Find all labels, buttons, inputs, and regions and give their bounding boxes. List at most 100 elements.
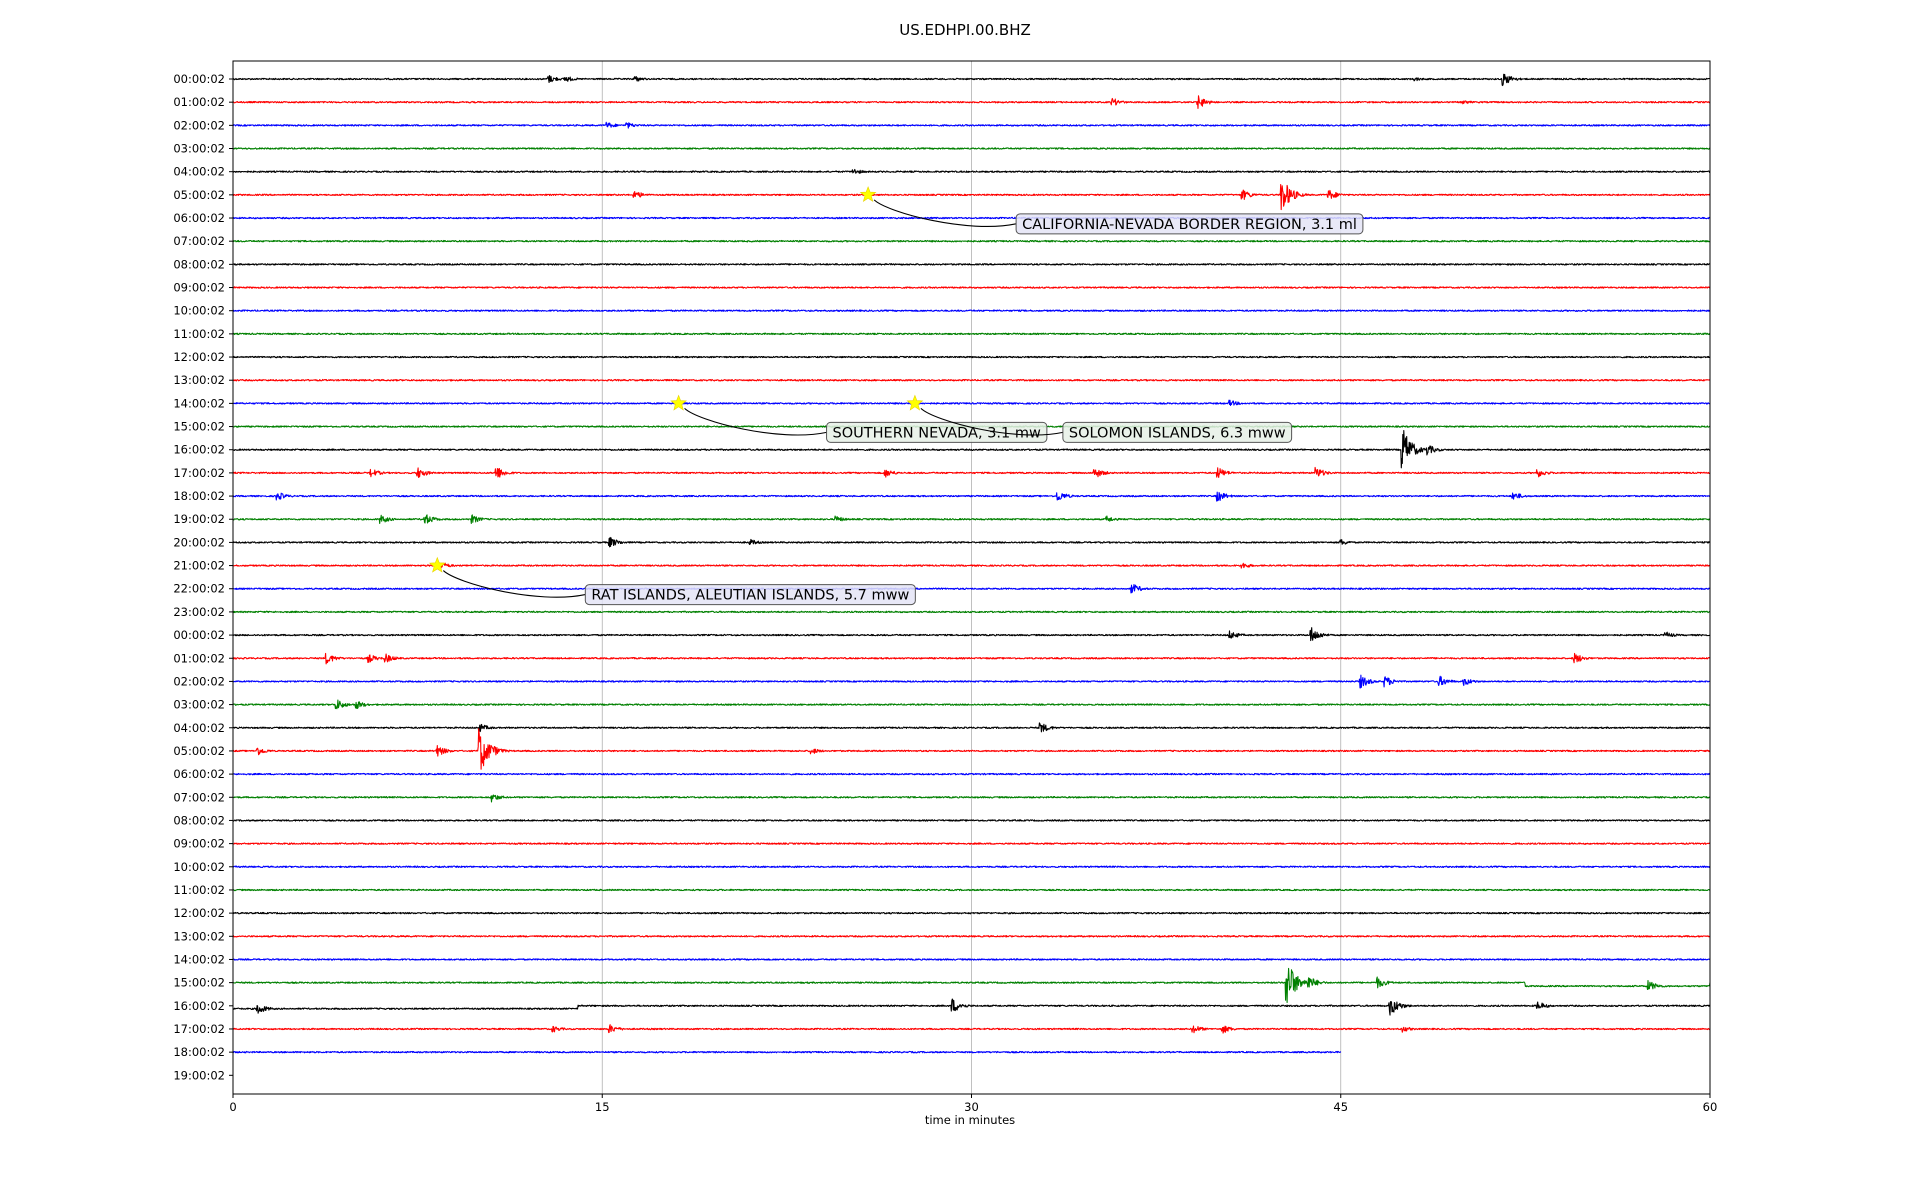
y-tick-label: 16:00:02 [173, 443, 225, 457]
y-tick-label: 12:00:02 [173, 350, 225, 364]
trace-row-36 [232, 911, 1711, 915]
y-tick-label: 18:00:02 [173, 489, 225, 503]
y-tick-label: 17:00:02 [173, 466, 225, 480]
y-tick-label: 14:00:02 [173, 952, 225, 966]
y-tick-label: 16:00:02 [173, 999, 225, 1013]
y-tick-label: 02:00:02 [173, 118, 225, 132]
trace-row-22 [232, 583, 1711, 594]
trace-row-24 [232, 627, 1711, 642]
event-connector [442, 570, 586, 598]
y-tick-label: 03:00:02 [173, 142, 225, 156]
event-label: SOUTHERN NEVADA, 3.1 mw [833, 425, 1041, 441]
x-tick-label: 30 [964, 1100, 979, 1114]
trace-row-40 [232, 998, 1711, 1016]
y-tick-label: 09:00:02 [173, 281, 225, 295]
y-tick-label: 08:00:02 [173, 813, 225, 827]
y-tick-label: 18:00:02 [173, 1045, 225, 1059]
trace-row-10 [232, 309, 1711, 312]
trace-row-32 [232, 819, 1711, 822]
y-tick-label: 10:00:02 [173, 304, 225, 318]
event-star-marker [859, 186, 877, 202]
event-star-marker [670, 394, 688, 411]
trace-row-27 [232, 699, 1711, 710]
trace-row-29 [232, 728, 1711, 770]
event-connector [920, 407, 1063, 436]
y-tick-label: 04:00:02 [173, 721, 225, 735]
trace-row-35 [232, 888, 1711, 892]
trace-row-5 [232, 183, 1711, 211]
trace-row-31 [232, 794, 1711, 803]
trace-row-39 [232, 967, 1711, 1004]
y-tick-label: 05:00:02 [173, 744, 225, 758]
y-tick-label: 22:00:02 [173, 582, 225, 596]
y-tick-label: 12:00:02 [173, 906, 225, 920]
event-connector [873, 199, 1017, 227]
y-tick-label: 05:00:02 [173, 188, 225, 202]
trace-row-11 [232, 332, 1711, 336]
event-label-box [1062, 421, 1293, 443]
event-label: CALIFORNIA-NEVADA BORDER REGION, 3.1 ml [1022, 217, 1357, 233]
event-connector [684, 407, 827, 436]
y-tick-label: 14:00:02 [173, 396, 225, 410]
y-tick-label: 17:00:02 [173, 1022, 225, 1036]
trace-row-25 [232, 652, 1711, 665]
trace-row-20 [232, 536, 1711, 548]
y-tick-label: 01:00:02 [173, 651, 225, 665]
y-tick-label: 13:00:02 [173, 929, 225, 943]
event-label-box [1015, 213, 1364, 235]
trace-row-16 [232, 430, 1711, 469]
y-tick-label: 08:00:02 [173, 257, 225, 271]
y-tick-label: 11:00:02 [173, 883, 225, 897]
trace-row-42 [232, 1050, 1342, 1054]
trace-row-37 [232, 935, 1711, 938]
trace-row-21 [232, 562, 1711, 569]
trace-row-6 [232, 216, 1711, 220]
trace-row-17 [232, 466, 1711, 479]
trace-row-0 [232, 73, 1711, 87]
trace-row-4 [232, 168, 1711, 174]
event-annotation: RAT ISLANDS, ALEUTIAN ISLANDS, 5.7 mww [428, 556, 916, 606]
trace-row-23 [232, 610, 1711, 614]
y-tick-label: 06:00:02 [173, 767, 225, 781]
trace-row-33 [232, 842, 1711, 845]
y-tick-label: 04:00:02 [173, 165, 225, 179]
x-axis-label: time in minutes [925, 1113, 1015, 1127]
trace-row-9 [232, 286, 1711, 289]
event-annotation: SOUTHERN NEVADA, 3.1 mw [670, 394, 1048, 443]
y-tick-label: 09:00:02 [173, 837, 225, 851]
y-tick-label: 00:00:02 [173, 72, 225, 86]
y-axis-hour-ticks: 00:00:02 01:00:02 02:00:02 03:00:02 04:00:02… [173, 72, 233, 1082]
trace-row-8 [232, 263, 1711, 266]
trace-row-12 [232, 355, 1711, 359]
chart-title: US.EDHPI.00.BHZ [899, 21, 1031, 39]
trace-row-41 [232, 1024, 1711, 1034]
trace-row-19 [232, 514, 1711, 525]
y-tick-label: 07:00:02 [173, 234, 225, 248]
event-star-marker [428, 556, 446, 573]
event-label: RAT ISLANDS, ALEUTIAN ISLANDS, 5.7 mww [591, 588, 909, 604]
helicorder-traces [232, 73, 1711, 1054]
trace-row-38 [232, 958, 1711, 961]
y-tick-label: 21:00:02 [173, 559, 225, 573]
trace-row-30 [232, 772, 1711, 776]
trace-row-7 [232, 239, 1711, 243]
y-tick-label: 19:00:02 [173, 512, 225, 526]
plot-frame [232, 60, 1711, 1095]
y-tick-label: 11:00:02 [173, 327, 225, 341]
y-tick-label: 03:00:02 [173, 698, 225, 712]
trace-row-34 [232, 865, 1711, 869]
y-tick-label: 13:00:02 [173, 373, 225, 387]
trace-row-26 [232, 674, 1711, 689]
y-tick-label: 20:00:02 [173, 535, 225, 549]
y-tick-label: 23:00:02 [173, 605, 225, 619]
x-tick-label: 60 [1703, 1100, 1718, 1114]
x-tick-label: 15 [595, 1100, 610, 1114]
event-label-box [584, 584, 916, 606]
x-tick-label: 0 [229, 1100, 236, 1114]
trace-row-14 [232, 399, 1711, 407]
y-tick-label: 15:00:02 [173, 976, 225, 990]
x-axis-minute-ticks: 0 15 30 45 60 [229, 1094, 1717, 1114]
trace-row-3 [232, 147, 1711, 150]
x-tick-label: 45 [1333, 1100, 1348, 1114]
